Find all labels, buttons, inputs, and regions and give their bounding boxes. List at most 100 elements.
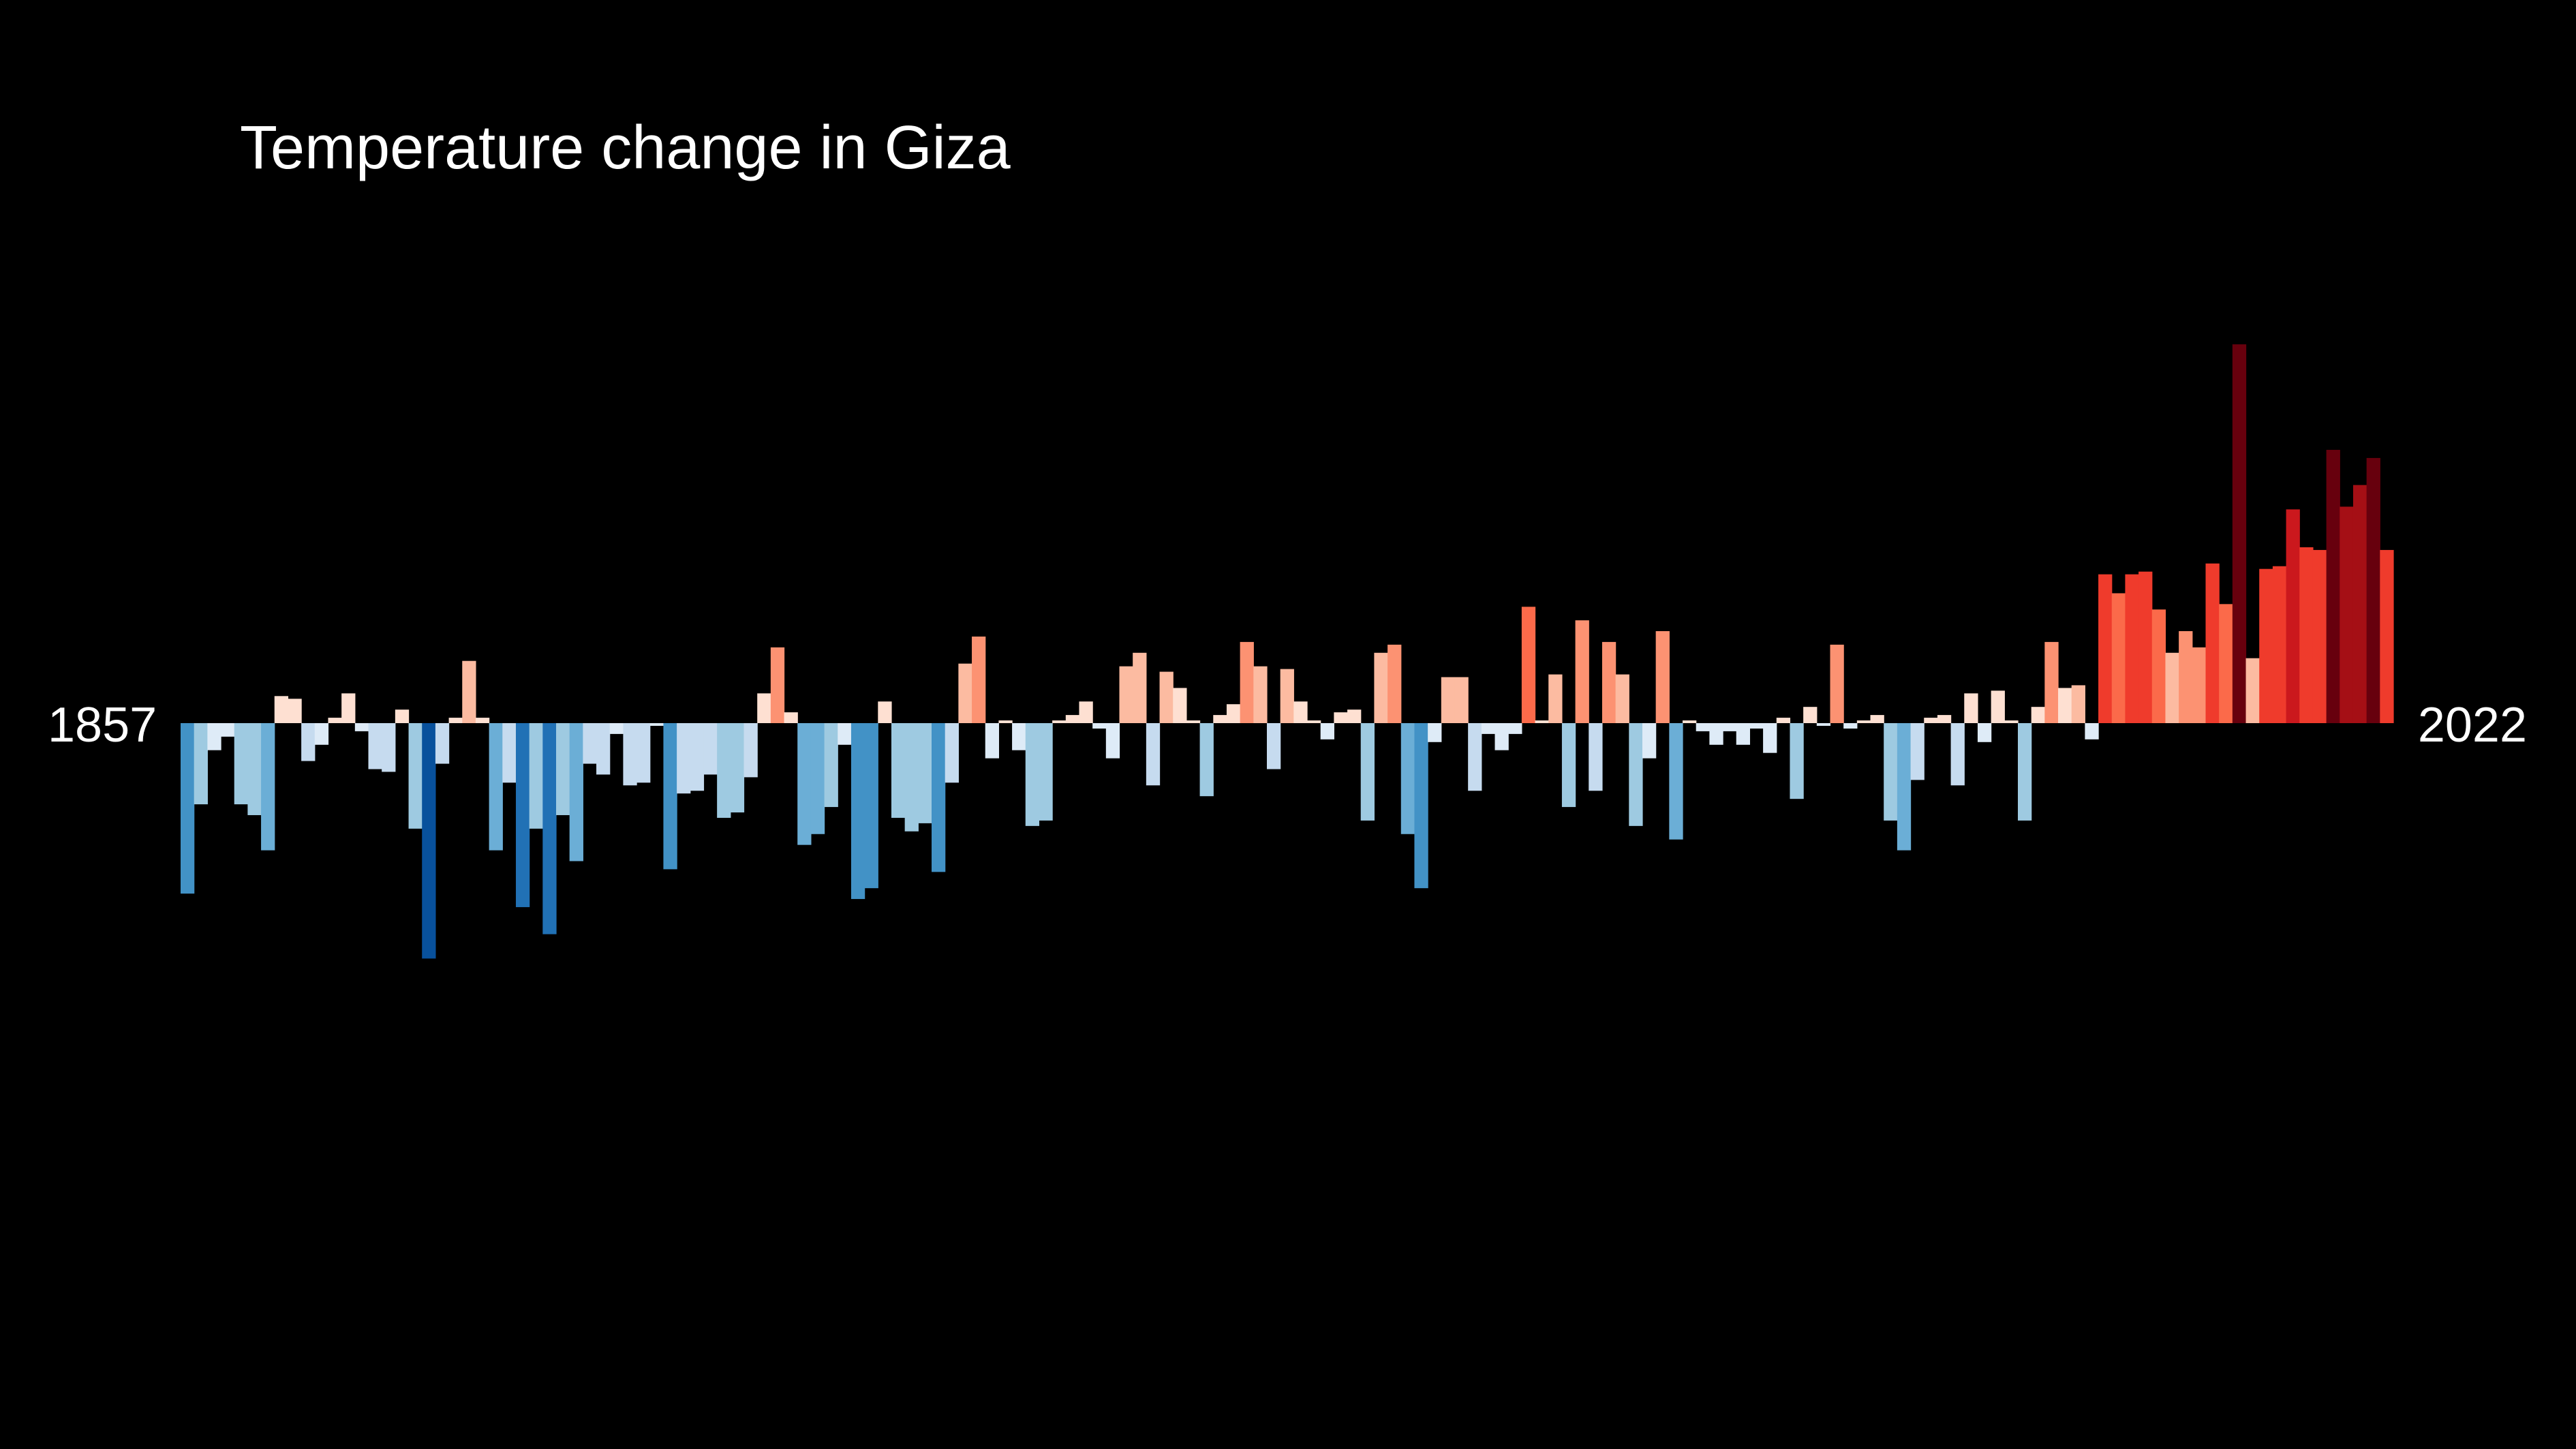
bar-28 — [556, 723, 570, 815]
bar-15 — [382, 723, 396, 772]
bar-7 — [274, 696, 289, 723]
bar-33 — [623, 723, 637, 786]
bar-156 — [2272, 566, 2287, 723]
bar-14 — [368, 723, 382, 769]
bar-9 — [301, 723, 316, 761]
bar-23 — [489, 723, 503, 851]
bar-140 — [2058, 688, 2072, 723]
bar-21 — [462, 660, 476, 723]
bar-115 — [1723, 723, 1737, 731]
bar-73 — [1159, 671, 1174, 723]
bar-62 — [1012, 723, 1026, 750]
bar-143 — [2098, 574, 2113, 723]
bar-135 — [1991, 690, 2005, 723]
bar-40 — [717, 723, 731, 818]
bar-46 — [797, 723, 812, 845]
bar-77 — [1213, 715, 1227, 723]
bar-57 — [945, 723, 959, 783]
bar-2 — [207, 723, 221, 750]
bar-3 — [221, 723, 235, 737]
bar-89 — [1374, 652, 1388, 723]
bar-98 — [1494, 723, 1509, 750]
bar-22 — [475, 718, 490, 723]
bar-70 — [1119, 666, 1133, 723]
bar-141 — [2071, 685, 2085, 723]
bar-36 — [663, 723, 677, 870]
bar-118 — [1763, 723, 1777, 753]
bar-133 — [1964, 693, 1978, 723]
bar-26 — [529, 723, 543, 829]
bar-8 — [288, 699, 302, 723]
bar-101 — [1535, 720, 1549, 723]
bar-4 — [234, 723, 248, 805]
bar-152 — [2219, 604, 2233, 723]
bar-121 — [1803, 707, 1818, 723]
bar-137 — [2017, 723, 2032, 821]
bar-81 — [1266, 723, 1281, 769]
bar-56 — [932, 723, 946, 872]
bar-129 — [1910, 723, 1925, 780]
bar-122 — [1816, 723, 1831, 726]
bar-108 — [1629, 723, 1643, 826]
bar-16 — [395, 710, 410, 723]
bar-159 — [2312, 549, 2327, 723]
bar-25 — [515, 723, 530, 907]
bar-18 — [422, 723, 436, 959]
bar-95 — [1454, 677, 1469, 723]
bar-29 — [569, 723, 583, 861]
bar-126 — [1870, 715, 1884, 723]
bar-39 — [703, 723, 718, 775]
bar-41 — [730, 723, 745, 813]
bar-50 — [850, 723, 865, 900]
bar-38 — [690, 723, 705, 791]
bar-64 — [1039, 723, 1053, 821]
bar-0 — [181, 723, 195, 894]
bar-71 — [1133, 652, 1147, 723]
bar-78 — [1226, 704, 1241, 723]
bar-19 — [435, 723, 450, 764]
bar-117 — [1749, 723, 1764, 729]
start-year-label: 1857 — [48, 698, 157, 752]
bar-20 — [448, 718, 463, 723]
bar-147 — [2151, 609, 2166, 723]
bar-94 — [1441, 677, 1456, 723]
bar-110 — [1655, 631, 1670, 723]
bar-128 — [1897, 723, 1912, 851]
bar-106 — [1601, 641, 1616, 723]
bar-119 — [1776, 718, 1791, 723]
bar-42 — [743, 723, 758, 778]
bar-127 — [1884, 723, 1898, 821]
bar-74 — [1173, 688, 1187, 723]
bar-134 — [1977, 723, 1992, 742]
bar-69 — [1105, 723, 1120, 759]
bar-84 — [1307, 720, 1321, 723]
bar-103 — [1561, 723, 1576, 808]
bar-93 — [1428, 723, 1442, 742]
bar-125 — [1856, 720, 1871, 723]
bar-60 — [985, 723, 1000, 759]
bar-136 — [2004, 720, 2019, 723]
bar-12 — [341, 693, 356, 723]
bar-100 — [1521, 607, 1536, 723]
bar-148 — [2165, 652, 2179, 723]
bar-82 — [1280, 669, 1294, 723]
bar-17 — [408, 723, 423, 829]
bar-146 — [2138, 571, 2153, 723]
bar-120 — [1790, 723, 1804, 799]
bar-138 — [2031, 707, 2045, 723]
bar-150 — [2192, 647, 2207, 723]
bar-66 — [1065, 715, 1080, 723]
bar-105 — [1589, 723, 1603, 791]
bar-24 — [502, 723, 517, 783]
bar-145 — [2125, 574, 2139, 723]
end-year-label: 2022 — [2418, 698, 2527, 752]
bar-10 — [314, 723, 329, 745]
bar-67 — [1079, 701, 1093, 723]
bar-37 — [677, 723, 691, 794]
bar-131 — [1937, 715, 1952, 723]
bar-58 — [958, 663, 972, 723]
bar-113 — [1696, 723, 1710, 731]
bar-91 — [1400, 723, 1415, 834]
bar-34 — [637, 723, 651, 783]
